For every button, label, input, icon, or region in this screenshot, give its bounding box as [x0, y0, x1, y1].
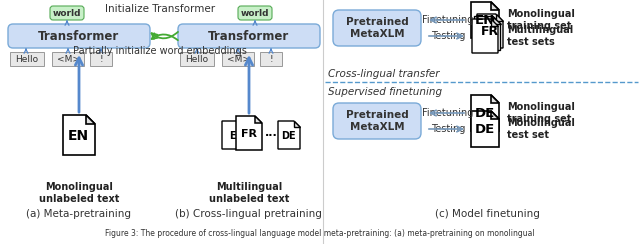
Text: Monolingual
test set: Monolingual test set [507, 118, 575, 140]
Polygon shape [477, 14, 503, 48]
Text: Pretrained
MetaXLM: Pretrained MetaXLM [346, 110, 408, 132]
Text: !: ! [99, 54, 103, 63]
Text: EN: EN [474, 14, 495, 27]
Text: !: ! [269, 54, 273, 63]
Text: (b) Cross-lingual pretraining: (b) Cross-lingual pretraining [175, 209, 321, 219]
Polygon shape [236, 116, 262, 150]
Text: Monolingual
training set: Monolingual training set [507, 102, 575, 124]
FancyArrowPatch shape [152, 32, 178, 39]
Polygon shape [474, 17, 500, 51]
Polygon shape [472, 19, 498, 53]
FancyBboxPatch shape [238, 6, 272, 20]
Polygon shape [491, 95, 499, 103]
Polygon shape [493, 17, 500, 24]
Text: ...: ... [264, 128, 277, 138]
Text: Initialize Transformer: Initialize Transformer [105, 4, 215, 14]
Text: Monolingual
training set: Monolingual training set [507, 9, 575, 31]
FancyBboxPatch shape [50, 6, 84, 20]
Polygon shape [222, 121, 244, 149]
Text: Pretrained
MetaXLM: Pretrained MetaXLM [346, 17, 408, 39]
Bar [260, 52, 282, 66]
Polygon shape [471, 95, 499, 131]
Text: Finetuning: Finetuning [422, 15, 474, 25]
FancyBboxPatch shape [8, 24, 150, 48]
Text: Cross-lingual transfer: Cross-lingual transfer [328, 69, 440, 79]
Text: Partially initialize word embeddings: Partially initialize word embeddings [73, 46, 247, 56]
Polygon shape [278, 121, 300, 149]
FancyBboxPatch shape [333, 103, 421, 139]
Text: FR: FR [481, 25, 499, 38]
Text: Finetuning: Finetuning [422, 108, 474, 118]
Polygon shape [294, 121, 300, 127]
Text: DE: DE [474, 123, 495, 136]
Polygon shape [238, 121, 244, 127]
Text: EN: EN [68, 129, 89, 143]
Polygon shape [86, 115, 95, 124]
Text: world: world [52, 9, 81, 18]
Polygon shape [491, 19, 498, 26]
Polygon shape [496, 14, 503, 21]
Bar [180, 52, 214, 66]
Bar [222, 52, 254, 66]
Text: Multilingual
test sets: Multilingual test sets [507, 25, 573, 47]
Text: Monolingual
unlabeled text: Monolingual unlabeled text [39, 182, 119, 203]
Text: Testing: Testing [431, 31, 465, 41]
Text: <M>: <M> [227, 54, 250, 63]
Text: Multilingual
unlabeled text: Multilingual unlabeled text [209, 182, 289, 203]
FancyArrowPatch shape [152, 33, 178, 40]
Text: <M>: <M> [56, 54, 79, 63]
Text: FR: FR [241, 129, 257, 139]
Polygon shape [471, 111, 499, 147]
Text: Figure 3: The procedure of cross-lingual language model meta-pretraining: (a) me: Figure 3: The procedure of cross-lingual… [105, 228, 535, 237]
Polygon shape [491, 111, 499, 119]
Bar [90, 52, 112, 66]
Text: Supervised finetuning: Supervised finetuning [328, 87, 442, 97]
Polygon shape [255, 116, 262, 123]
Text: Hello: Hello [186, 54, 209, 63]
Text: Hello: Hello [15, 54, 38, 63]
FancyBboxPatch shape [333, 10, 421, 46]
Text: Testing: Testing [431, 124, 465, 134]
Text: Transformer: Transformer [209, 30, 290, 42]
FancyBboxPatch shape [178, 24, 320, 48]
Bar [10, 52, 44, 66]
Text: world: world [241, 9, 269, 18]
Text: DE: DE [282, 131, 296, 141]
Text: (a) Meta-pretraining: (a) Meta-pretraining [26, 209, 131, 219]
Text: (c) Model finetuning: (c) Model finetuning [435, 209, 540, 219]
Polygon shape [63, 115, 95, 155]
Text: Transformer: Transformer [38, 30, 120, 42]
Polygon shape [471, 2, 499, 38]
Text: DE: DE [474, 107, 495, 120]
Bar [52, 52, 84, 66]
Polygon shape [491, 2, 499, 10]
Text: E: E [229, 131, 236, 141]
